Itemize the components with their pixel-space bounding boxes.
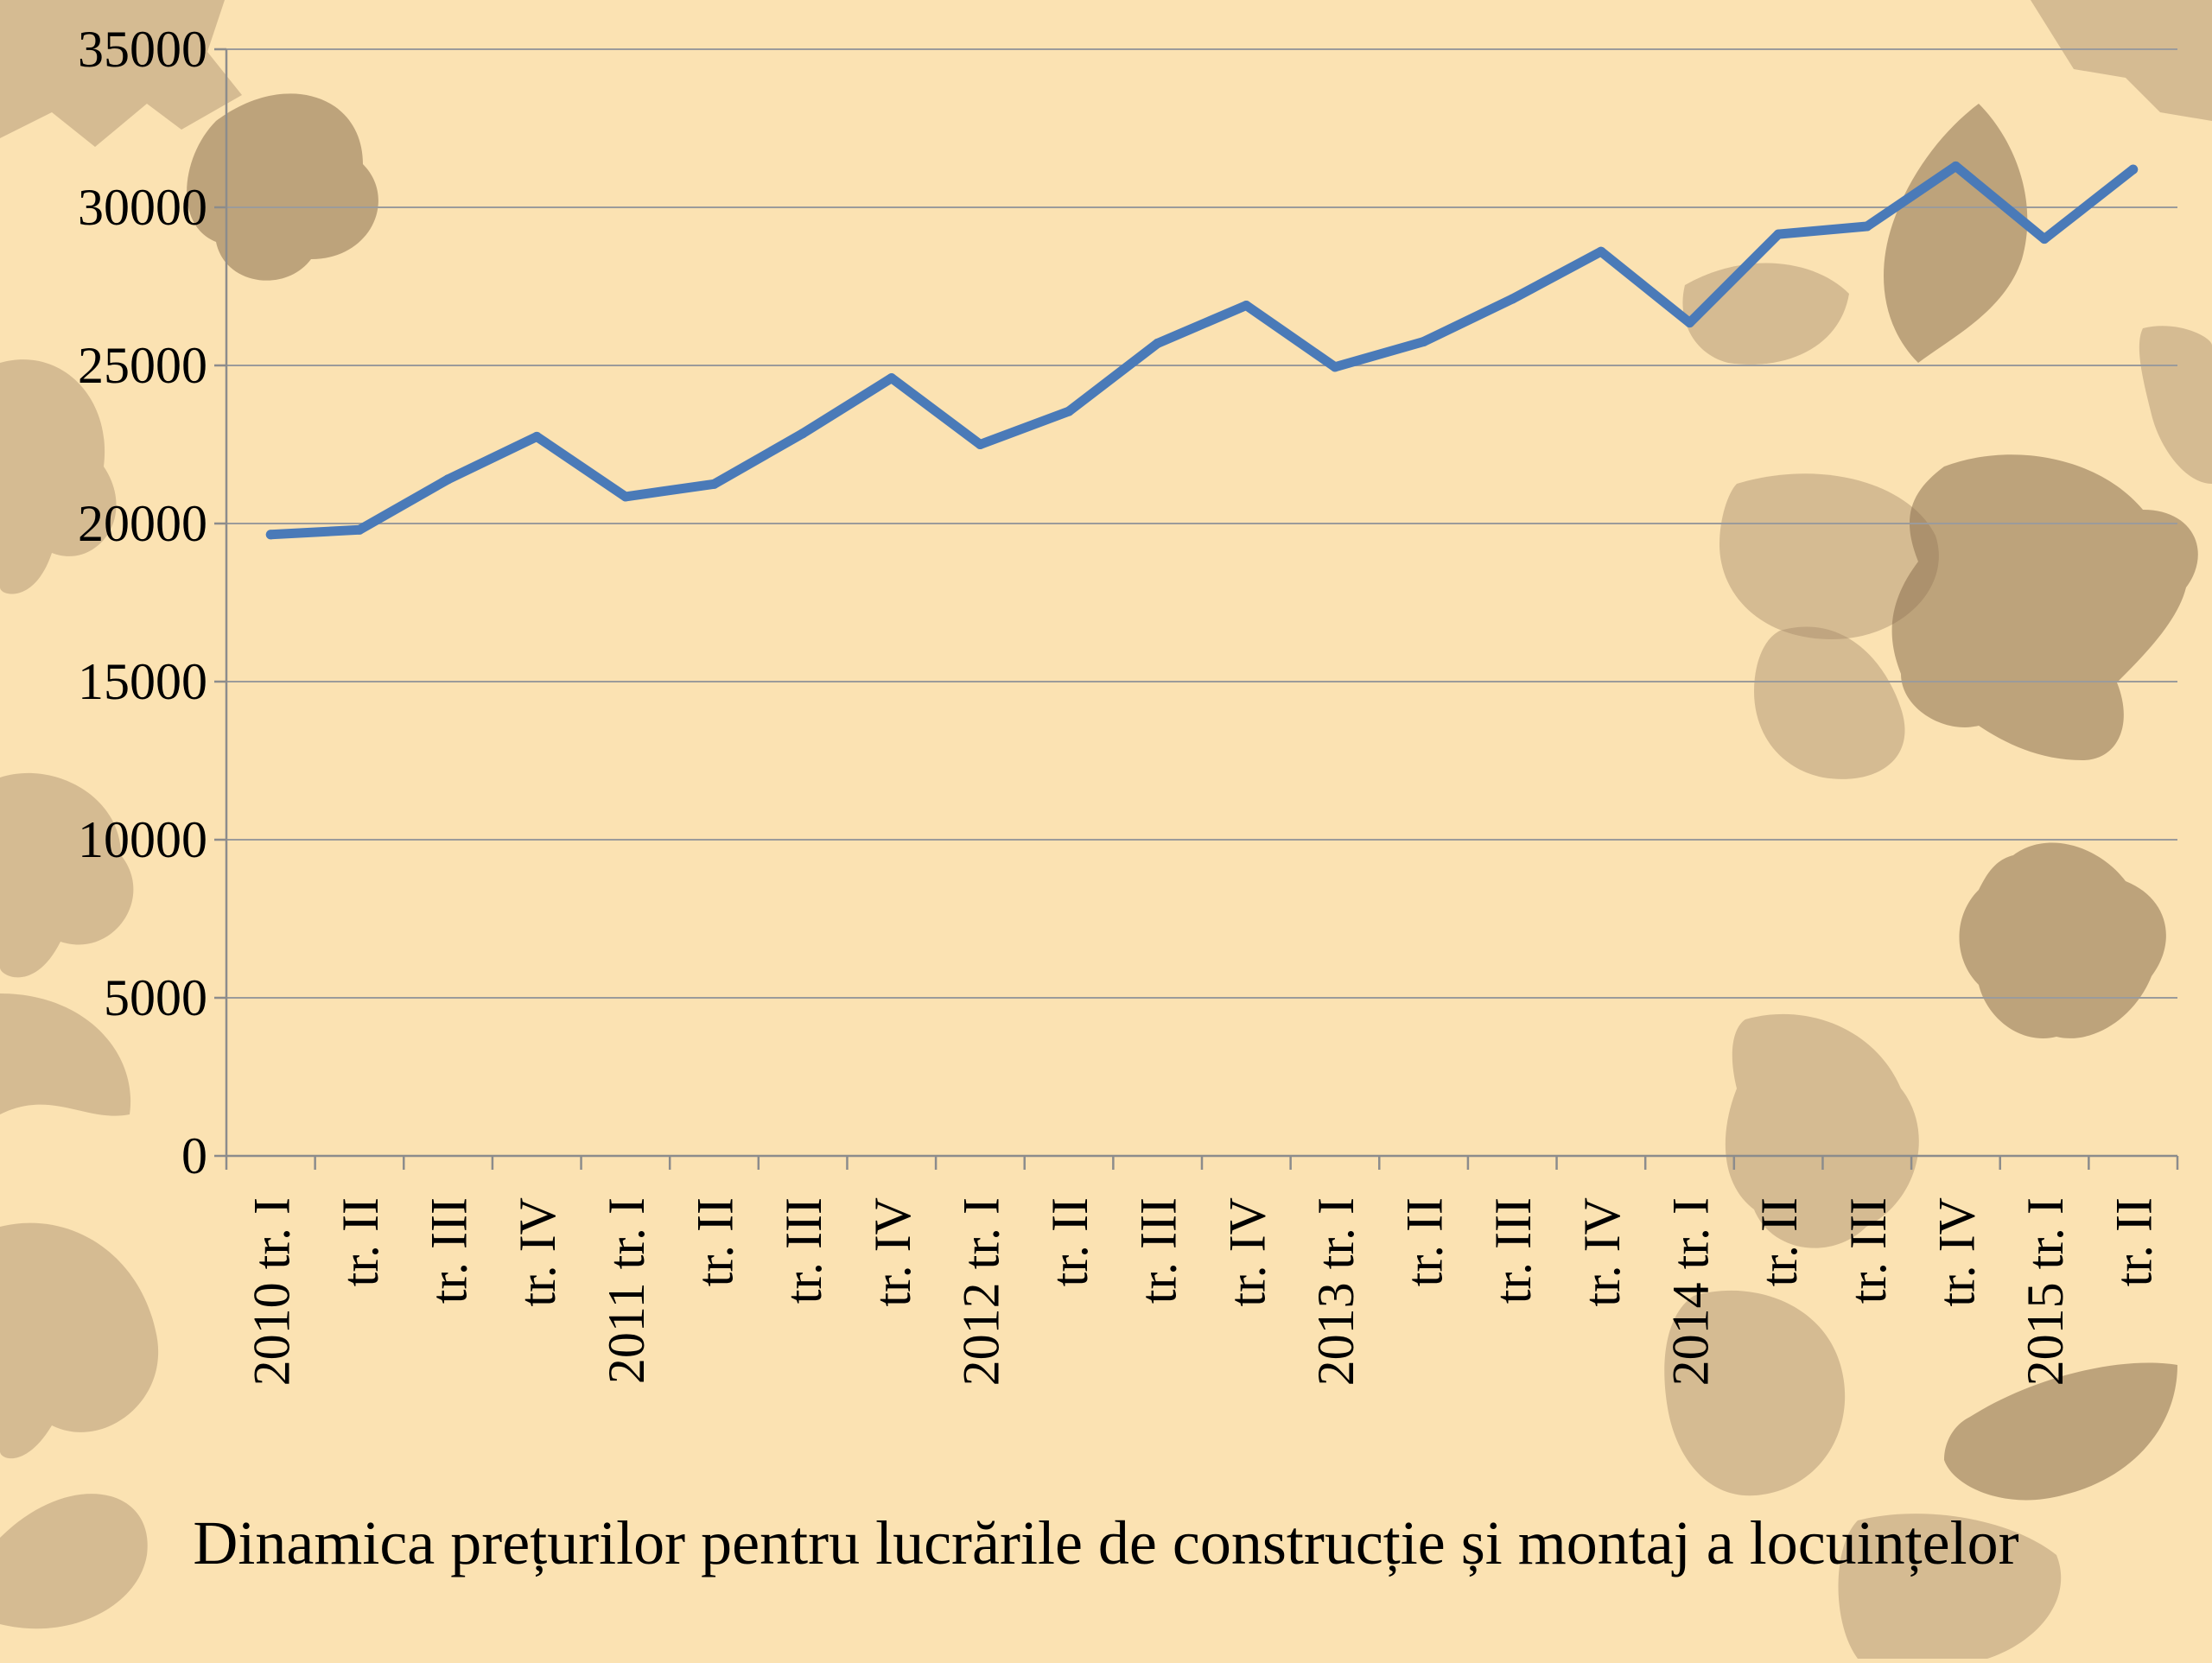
leaf-decoration [1884, 104, 2028, 363]
x-tick-label: tr. IV [864, 1197, 921, 1307]
x-tick-label: tr. II [1396, 1197, 1453, 1286]
x-tick-label: 2013 tr. I [1307, 1197, 1364, 1386]
data-point [1773, 229, 1783, 239]
y-tick-label: 15000 [78, 653, 207, 710]
x-tick-label: tr. III [775, 1197, 832, 1304]
y-tick-label: 5000 [104, 969, 207, 1026]
plot-area: 0 5000 10000 15000 20000 25000 30000 35000 2010 … [78, 21, 2179, 1386]
data-point [2128, 164, 2139, 175]
data-point [1596, 246, 1606, 257]
leaf-decoration [1944, 1362, 2177, 1501]
y-tick-label: 25000 [78, 337, 207, 394]
x-tick-label: tr. III [421, 1197, 478, 1304]
y-tick-label: 10000 [78, 811, 207, 868]
leaf-decoration [1664, 1290, 1846, 1496]
leaf-decoration [1959, 842, 2166, 1038]
data-point [1064, 406, 1074, 416]
leaf-decoration [0, 0, 242, 147]
leaf-decoration [0, 993, 131, 1116]
leaf-decoration [1719, 473, 1939, 639]
leaf-decoration [1891, 454, 2198, 760]
x-tick-label: tr. II [2106, 1197, 2163, 1286]
data-point [1685, 318, 1694, 328]
data-point [265, 530, 276, 540]
leaf-decoration [0, 359, 117, 594]
data-point [1950, 161, 1961, 171]
data-point [709, 479, 719, 489]
x-tick-label: 2015 tr. I [2017, 1197, 2074, 1386]
y-tick-label: 35000 [78, 21, 207, 78]
leaf-decoration [2031, 0, 2212, 121]
x-tick-label: tr. III [1484, 1197, 1541, 1304]
data-point [1241, 301, 1251, 310]
y-tick-label: 20000 [78, 495, 207, 552]
leaf-decoration [1754, 626, 1905, 779]
data-point [620, 492, 631, 502]
x-tick-label: tr. II [1751, 1197, 1808, 1286]
leaf-decoration [1682, 263, 1849, 365]
leaf-decoration [1838, 1514, 2062, 1659]
leaf-decoration [0, 1222, 159, 1459]
data-point [1330, 362, 1340, 372]
leaf-decoration [1725, 1013, 1919, 1248]
x-tick-label: tr. IV [1218, 1197, 1275, 1307]
leaf-decoration [187, 93, 378, 281]
data-point [1507, 294, 1517, 304]
leaf-decoration [0, 772, 134, 978]
chart-title: Dinamica prețurilor pentru lucrările de … [193, 1508, 2019, 1577]
data-point [975, 440, 985, 449]
x-tick-label: tr. II [687, 1197, 744, 1286]
data-point [1419, 337, 1429, 346]
data-point [1862, 221, 1872, 232]
data-point [2039, 234, 2050, 244]
y-tick-label: 0 [181, 1127, 207, 1184]
leaf-decoration [2139, 326, 2212, 484]
x-tick-label: 2014 tr. I [1662, 1197, 1719, 1386]
series-line [265, 161, 2139, 540]
x-tick-label: 2012 tr. I [952, 1197, 1009, 1386]
data-point [798, 428, 808, 439]
x-tick-label: tr. II [1041, 1197, 1098, 1286]
data-point [443, 474, 454, 485]
x-tick-label: tr. IV [509, 1197, 566, 1307]
x-tick-label: tr. IV [1573, 1197, 1630, 1307]
data-point [887, 373, 897, 384]
data-point [1153, 338, 1163, 348]
x-tick-label: 2010 tr. I [243, 1197, 300, 1386]
x-tick-label: 2011 tr. I [598, 1197, 655, 1384]
x-tick-label: tr. IV [1928, 1197, 1985, 1307]
x-tick-label: tr. II [332, 1197, 389, 1286]
data-point [531, 431, 542, 441]
x-tick-label: tr. III [1840, 1197, 1897, 1304]
y-tick-label: 30000 [78, 179, 207, 236]
leaf-decoration [0, 1494, 148, 1629]
data-point [354, 524, 365, 535]
x-tick-label: tr. III [1130, 1197, 1187, 1304]
